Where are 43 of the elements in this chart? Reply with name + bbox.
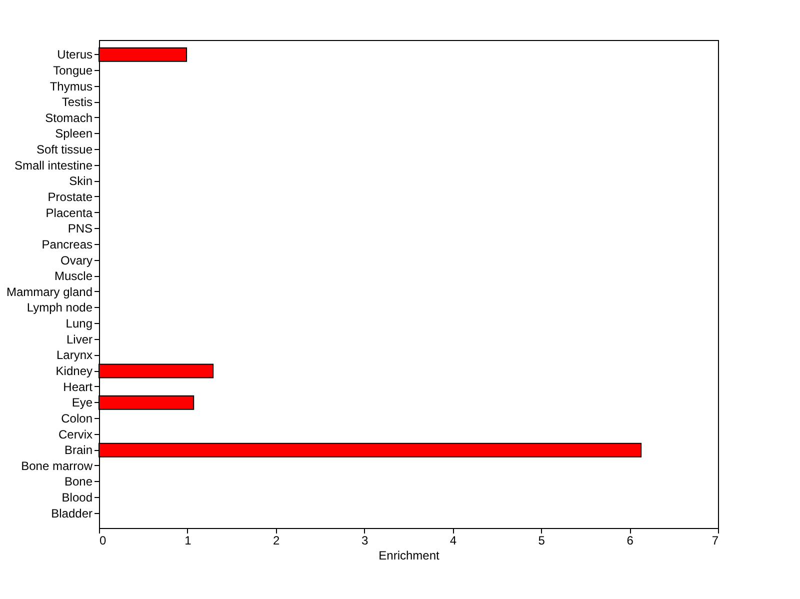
y-tick-label: Blood (62, 490, 92, 505)
y-tick-label: Bladder (51, 506, 92, 520)
y-tick-label: Larynx (56, 348, 92, 362)
y-tick-label: Thymus (50, 79, 92, 94)
x-tick-label: 3 (361, 534, 368, 548)
y-tick-label: Spleen (55, 126, 92, 141)
y-tick-label: Brain (64, 443, 92, 458)
y-tick-label: Testis (62, 95, 92, 110)
y-tick-label: Cervix (58, 427, 92, 442)
y-tick-label: Eye (72, 396, 93, 410)
bar (98, 395, 194, 410)
y-tick-label: Prostate (48, 190, 93, 204)
y-tick-label: Tongue (53, 63, 93, 78)
y-tick-label: Lymph node (26, 300, 93, 315)
bar (98, 442, 642, 458)
bar (98, 364, 214, 378)
y-tick-label: Soft tissue (36, 142, 93, 157)
x-tick-label: 6 (626, 534, 634, 548)
y-tick-label: Small intestine (14, 158, 93, 172)
y-tick-label: Colon (61, 411, 92, 426)
bar (98, 47, 188, 62)
y-tick-label: Placenta (46, 206, 93, 220)
y-tick-label: Kidney (56, 364, 92, 378)
y-tick-label: PNS (68, 222, 92, 236)
x-tick-label: 4 (450, 534, 457, 548)
y-tick-label: Heart (63, 380, 94, 394)
y-tick-label: Pancreas (42, 237, 92, 252)
x-tick-label: 5 (538, 534, 546, 548)
x-tick-label: 2 (273, 534, 280, 548)
y-tick-label: Stomach (45, 110, 92, 125)
y-tick-label: Mammary gland (6, 284, 92, 299)
x-tick-label: 0 (100, 534, 106, 548)
y-tick-label: Lung (66, 316, 92, 331)
y-tick-label: Muscle (54, 269, 93, 284)
y-tick-label: Bone marrow (21, 458, 93, 473)
x-axis-title: Enrichment (378, 548, 440, 562)
x-tick-label: 7 (712, 534, 719, 548)
x-tick-label: 1 (184, 534, 192, 548)
y-tick-label: Uterus (57, 48, 92, 62)
y-tick-label: Ovary (60, 253, 92, 268)
y-tick-label: Liver (66, 332, 92, 346)
y-tick-label: Skin (69, 174, 92, 188)
y-tick-label: Bone (64, 474, 93, 489)
